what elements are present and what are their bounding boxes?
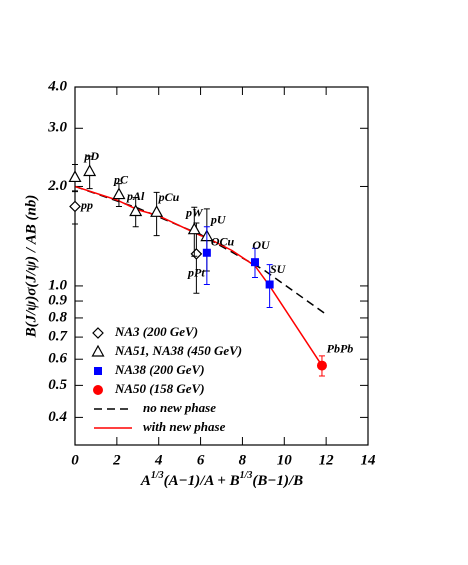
legend-label: no new phase (143, 400, 216, 415)
point-label: OCu (211, 235, 235, 249)
x-label-part: (B−1)/B (252, 473, 303, 489)
point-label: pAl (126, 189, 145, 203)
x-label-part: A (140, 473, 151, 489)
x-tick-label: 4 (154, 452, 163, 468)
point-label: pp (80, 198, 93, 212)
x-tick-label: 2 (112, 452, 121, 468)
y-tick-label: 1.0 (48, 277, 67, 293)
x-tick-label: 8 (239, 452, 247, 468)
x-tick-label: 6 (197, 452, 205, 468)
y-tick-label: 0.9 (48, 292, 67, 308)
point-label: OU (252, 238, 271, 252)
y-tick-label: 0.6 (48, 351, 67, 367)
point (129, 204, 143, 217)
y-axis-label: B(J/ψ)σ(J/ψ) / AB (nb) (23, 195, 39, 339)
x-tick-label: 0 (71, 452, 79, 468)
point-label: pW (185, 205, 204, 219)
legend-label: NA38 (200 GeV) (114, 362, 205, 377)
legend-label: NA50 (158 GeV) (114, 381, 205, 396)
plot-frame (74, 86, 369, 446)
point (265, 280, 274, 289)
y-tick-label: 4.0 (47, 78, 67, 94)
y-tick-label: 3.0 (47, 120, 67, 136)
y-tick-label: 0.8 (48, 309, 67, 325)
point (190, 248, 203, 260)
point (187, 222, 201, 235)
point (150, 205, 164, 217)
x-axis-label: A1/3(A−1)/A + B1/3(B−1)/B (140, 470, 303, 489)
point (202, 248, 211, 257)
y-tick-label: 0.5 (48, 377, 67, 393)
legend-marker (91, 344, 105, 357)
point (83, 164, 97, 177)
point (250, 258, 259, 267)
x-label-part: (A−1)/A + B (164, 473, 240, 489)
curve (74, 185, 327, 316)
x-label-sup: 1/3 (151, 470, 164, 481)
point-label: PbPb (327, 341, 354, 355)
point-label: pCu (158, 190, 180, 204)
x-tick-label: 10 (277, 452, 293, 468)
x-tick-label: 12 (319, 452, 335, 468)
legend-label: NA3 (200 GeV) (114, 324, 198, 339)
point (68, 170, 82, 183)
legend-label: with new phase (143, 419, 226, 434)
legend-marker (92, 327, 104, 339)
x-tick-label: 14 (361, 452, 377, 468)
legend-marker (94, 367, 102, 375)
point-label: pU (210, 212, 227, 226)
x-label-sup: 1/3 (240, 470, 253, 481)
point-label: pPt (187, 266, 205, 280)
point-label: pD (83, 149, 99, 163)
y-tick-label: 2.0 (47, 178, 67, 194)
point (112, 187, 126, 200)
point-label: SU (270, 262, 287, 276)
point (316, 360, 327, 371)
y-tick-label: 0.4 (48, 409, 67, 425)
point (69, 200, 81, 213)
y-tick-label: 0.7 (48, 329, 67, 345)
legend-label: NA51, NA38 (450 GeV) (114, 343, 242, 358)
legend-marker (93, 385, 103, 395)
point-label: pC (113, 172, 129, 186)
